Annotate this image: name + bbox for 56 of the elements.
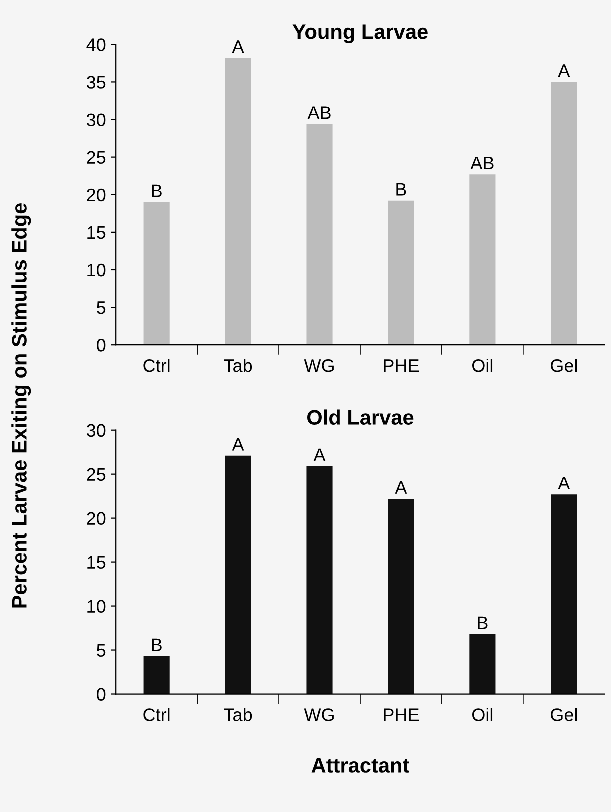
annotation: A [395, 481, 408, 494]
x-tick-label: Oil [472, 708, 493, 722]
y-tick-label: 20 [87, 512, 106, 526]
y-tick-label: 30 [86, 424, 106, 438]
y-tick-label: 0 [97, 339, 106, 352]
x-tick-label: Tab [224, 358, 252, 372]
x-tick-label: Tab [224, 708, 252, 722]
y-tick-label: 15 [88, 556, 106, 570]
annotation: A [232, 438, 244, 451]
y-tick-label: 10 [88, 264, 106, 277]
y-tick-label: 15 [88, 226, 106, 240]
annotation: A [558, 477, 570, 490]
y-tick-label: 25 [87, 468, 106, 482]
bar [144, 656, 170, 694]
x-tick-label: Ctrl [144, 358, 170, 372]
y-tick-label: 5 [97, 644, 106, 657]
x-tick-label: WG [304, 359, 334, 372]
bar [306, 466, 333, 694]
bar [470, 174, 496, 346]
annotation: B [152, 638, 162, 652]
x-tick-label: PHE [384, 708, 420, 722]
annotation: AB [470, 157, 494, 170]
bar [388, 200, 414, 346]
bar [144, 202, 170, 346]
chart-title: Young Larvae [292, 24, 428, 44]
annotation: A [314, 448, 326, 462]
bar [388, 498, 414, 694]
annotation: B [396, 183, 406, 196]
bar [551, 82, 578, 346]
x-tick-label: WG [304, 708, 334, 722]
chart-title: Old Larvae [308, 410, 414, 426]
bar [470, 634, 496, 694]
annotation: AB [308, 106, 331, 120]
annotation: B [478, 616, 488, 630]
bar [306, 124, 333, 346]
y-tick-label: 40 [86, 38, 106, 52]
x-axis-title: Attractant [312, 758, 410, 773]
bar [225, 58, 252, 346]
y-tick-label: 5 [97, 302, 106, 314]
y-axis-title: Percent Larvae Exiting on Stimulus Edge [12, 204, 32, 608]
x-tick-label: PHE [384, 360, 420, 372]
x-tick-label: Oil [472, 358, 493, 372]
x-tick-label: Gel [551, 708, 577, 722]
annotation: A [232, 40, 244, 54]
annotation: B [152, 184, 162, 198]
y-tick-label: 30 [86, 114, 106, 126]
y-tick-label: 25 [87, 151, 106, 164]
x-tick-label: Ctrl [144, 708, 170, 722]
y-tick-label: 35 [86, 76, 106, 89]
y-tick-label: 0 [97, 688, 106, 701]
y-tick-label: 10 [88, 600, 106, 614]
y-tick-label: 20 [87, 188, 106, 202]
x-tick-label: Gel [551, 358, 577, 372]
bar [551, 494, 578, 694]
bar [225, 456, 252, 694]
annotation: A [558, 64, 570, 78]
